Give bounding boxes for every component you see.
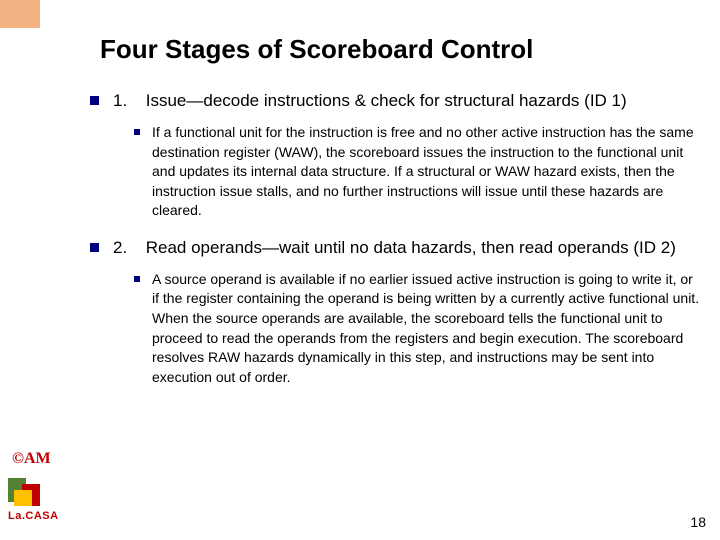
copyright-mark: ©AM (12, 450, 51, 468)
item-head-text: Read operands—wait until no data hazards… (146, 238, 676, 257)
bullet-icon (90, 96, 99, 105)
list-subitem: If a functional unit for the instruction… (134, 123, 700, 221)
item-number: 2. (113, 237, 141, 260)
item-number: 1. (113, 90, 141, 113)
corner-accent (0, 0, 40, 28)
item-2-body: A source operand is available if no earl… (152, 270, 700, 388)
list-subitem: A source operand is available if no earl… (134, 270, 700, 388)
lacasa-logo: La.CASA (8, 478, 59, 522)
list-item: 1. Issue—decode instructions & check for… (90, 90, 700, 113)
bullet-icon (134, 276, 140, 282)
item-2-heading: 2. Read operands—wait until no data haza… (113, 237, 676, 260)
content-area: 1. Issue—decode instructions & check for… (90, 90, 700, 403)
item-head-text: Issue—decode instructions & check for st… (146, 91, 627, 110)
bullet-icon (90, 243, 99, 252)
page-number: 18 (690, 514, 706, 530)
slide-title: Four Stages of Scoreboard Control (100, 34, 533, 65)
logo-shape-icon (8, 478, 42, 508)
logo-text: La.CASA (8, 510, 59, 522)
item-1-body: If a functional unit for the instruction… (152, 123, 700, 221)
bullet-icon (134, 129, 140, 135)
item-1-heading: 1. Issue—decode instructions & check for… (113, 90, 627, 113)
list-item: 2. Read operands—wait until no data haza… (90, 237, 700, 260)
